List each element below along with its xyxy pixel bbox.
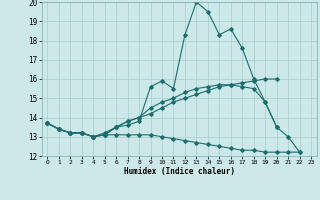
- X-axis label: Humidex (Indice chaleur): Humidex (Indice chaleur): [124, 167, 235, 176]
